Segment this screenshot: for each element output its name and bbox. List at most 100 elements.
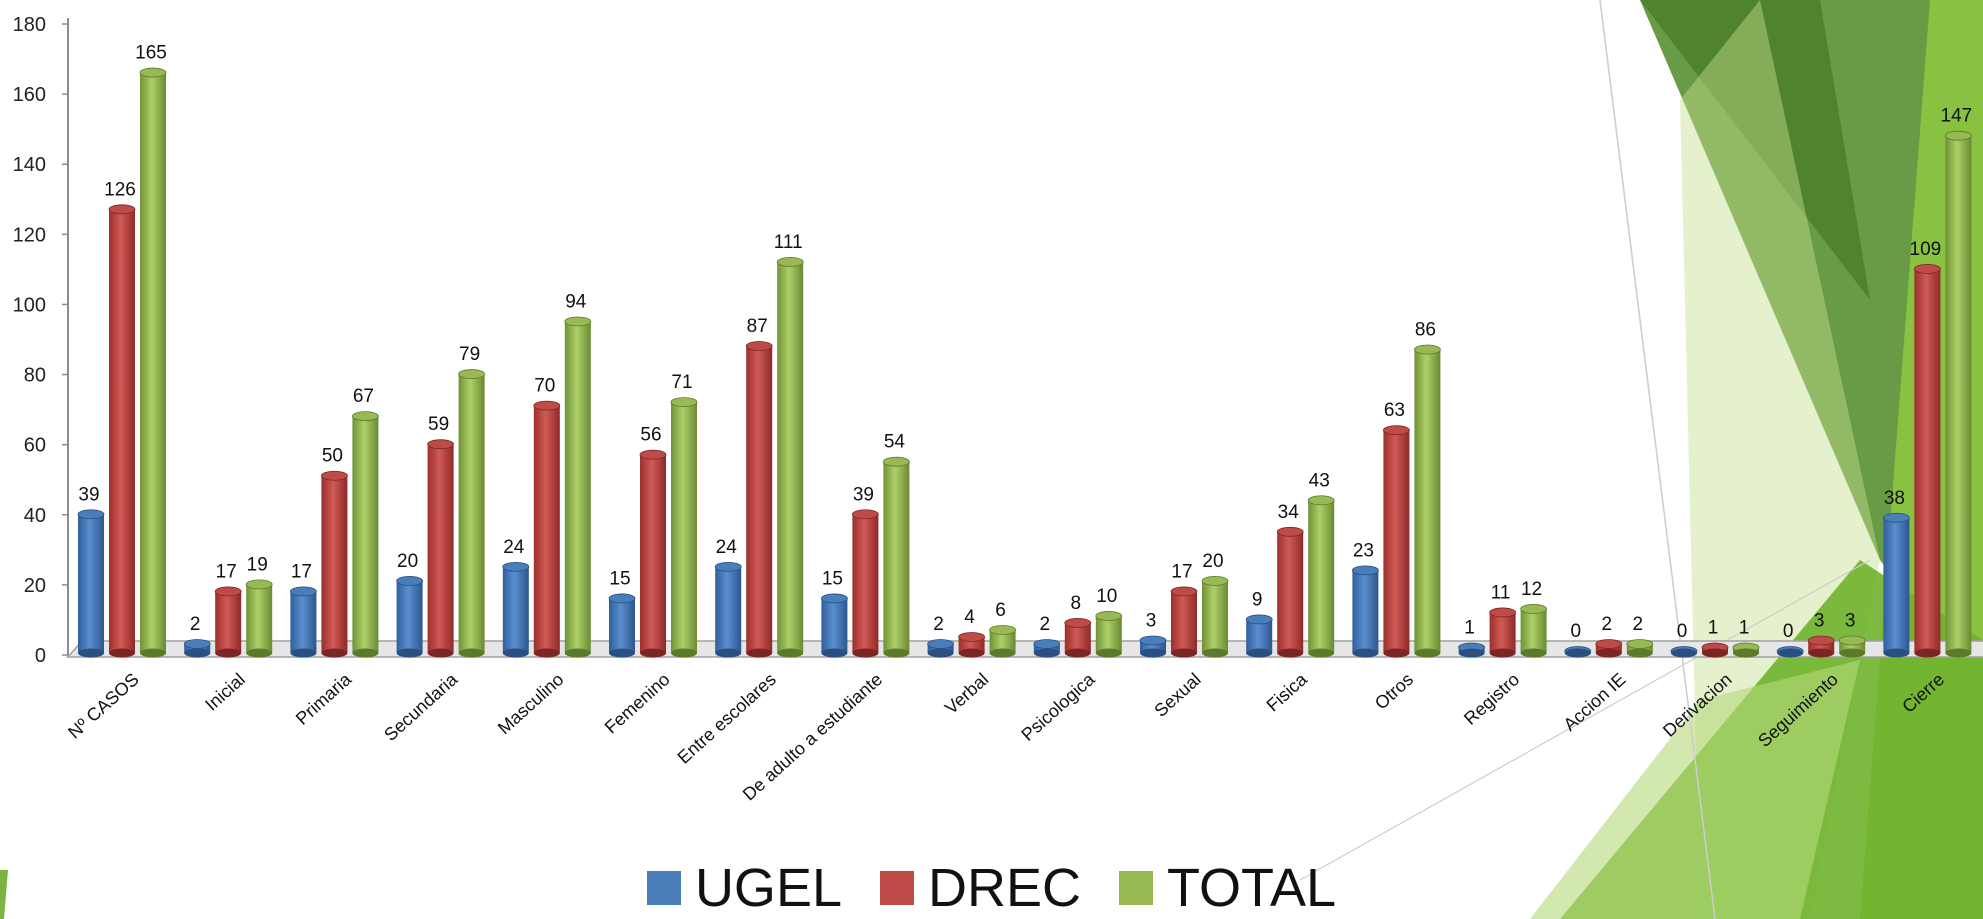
- bar-total: [776, 256, 804, 658]
- data-label-ugel: 20: [397, 551, 418, 572]
- bar-ugel: [1670, 646, 1698, 658]
- bar-drec: [1383, 425, 1410, 658]
- x-tick-label: Entre escolares: [674, 669, 780, 768]
- bar-ugel: [183, 639, 211, 658]
- data-label-drec: 59: [428, 414, 449, 435]
- bar-total: [1201, 575, 1229, 658]
- x-tick-label: Psicologica: [1017, 668, 1099, 744]
- decor-shape-dark2: [1640, 0, 1870, 300]
- data-label-ugel: 39: [78, 484, 99, 505]
- data-label-total: 12: [1521, 579, 1542, 600]
- bar-total: [139, 67, 167, 658]
- bar-total: [989, 625, 1016, 658]
- y-tick-label: 160: [13, 84, 46, 106]
- legend-item-drec: DREC: [880, 861, 1081, 915]
- decor-shape-pale3: [1530, 660, 1860, 919]
- data-label-drec: 109: [1910, 239, 1942, 260]
- bar-total: [1520, 604, 1547, 658]
- bar-drec: [852, 509, 879, 658]
- x-tick-label: Primaria: [292, 668, 356, 728]
- legend-swatch-ugel: [646, 871, 681, 905]
- y-tick-label: 40: [24, 505, 46, 527]
- legend-item-total: TOTAL: [1119, 861, 1336, 915]
- legend-label-ugel: UGEL: [694, 858, 842, 918]
- data-label-total: 86: [1415, 320, 1436, 341]
- bar-ugel: [608, 593, 636, 658]
- bar-drec: [1276, 526, 1304, 658]
- y-tick-label: 80: [24, 365, 46, 387]
- bar-ugel: [1245, 614, 1273, 658]
- data-label-ugel: 15: [822, 568, 843, 589]
- bar-total: [883, 456, 910, 658]
- bar-drec: [533, 400, 561, 658]
- data-label-drec: 70: [534, 376, 555, 397]
- data-label-total: 94: [565, 291, 587, 312]
- data-label-total: 147: [1941, 106, 1973, 127]
- legend: UGEL DREC TOTAL: [0, 858, 1983, 918]
- bar-total: [1626, 639, 1654, 658]
- bar-ugel: [1883, 512, 1910, 658]
- data-label-total: 79: [459, 344, 480, 365]
- data-label-ugel: 23: [1353, 540, 1374, 561]
- bar-drec: [427, 439, 455, 658]
- data-label-total: 165: [135, 43, 167, 64]
- bar-ugel: [714, 561, 742, 658]
- data-label-ugel: 24: [716, 537, 738, 558]
- data-label-total: 2: [1633, 614, 1644, 635]
- x-tick-label: Fisica: [1263, 668, 1312, 715]
- bar-ugel: [1033, 639, 1061, 658]
- bar-total: [670, 397, 698, 658]
- data-label-drec: 1: [1708, 617, 1719, 638]
- x-tick-label: Registro: [1460, 669, 1523, 729]
- data-label-ugel: 0: [1677, 621, 1688, 642]
- data-label-ugel: 9: [1252, 589, 1263, 610]
- bar-drec: [320, 470, 348, 658]
- decor-line: [1599, 0, 1716, 919]
- data-label-total: 54: [884, 432, 906, 453]
- bar-total: [1095, 611, 1123, 658]
- y-tick-label: 0: [35, 645, 46, 667]
- data-label-drec: 87: [747, 316, 768, 337]
- bar-total: [1732, 642, 1760, 658]
- data-label-ugel: 1: [1464, 617, 1475, 638]
- bar-total: [1838, 635, 1866, 658]
- y-tick-label: 120: [13, 224, 46, 246]
- bar-ugel: [1352, 565, 1379, 658]
- data-label-total: 20: [1202, 551, 1223, 572]
- bar-drec: [745, 341, 773, 658]
- bar-drec: [1489, 607, 1516, 658]
- bar-drec: [1701, 642, 1729, 658]
- bar-drec: [214, 586, 242, 658]
- data-label-total: 19: [247, 554, 268, 575]
- data-label-drec: 17: [1171, 561, 1192, 582]
- y-tick-label: 140: [13, 154, 46, 176]
- legend-swatch-drec: [880, 871, 914, 905]
- data-label-total: 67: [353, 386, 374, 407]
- bar-drec: [1807, 635, 1835, 658]
- data-label-drec: 8: [1071, 593, 1082, 614]
- bar-drec: [1170, 586, 1198, 658]
- bar-drec: [1595, 639, 1623, 658]
- x-tick-label: Accion IE: [1560, 669, 1630, 735]
- x-tick-label: Femenino: [601, 669, 674, 737]
- data-label-total: 3: [1845, 610, 1856, 631]
- data-label-drec: 50: [322, 446, 343, 467]
- bars: [77, 67, 1972, 658]
- data-label-ugel: 17: [291, 561, 312, 582]
- data-label-drec: 39: [853, 484, 874, 505]
- bar-total: [245, 579, 273, 658]
- data-label-ugel: 2: [933, 614, 944, 635]
- data-label-drec: 126: [104, 179, 136, 200]
- data-label-total: 10: [1096, 586, 1117, 607]
- data-label-total: 43: [1309, 470, 1330, 491]
- legend-swatch-total: [1119, 871, 1154, 905]
- bar-ugel: [927, 639, 954, 658]
- data-label-drec: 56: [640, 425, 661, 446]
- bar-ugel: [396, 575, 424, 658]
- x-tick-label: Secundaria: [380, 668, 462, 744]
- bar-ugel: [1139, 635, 1167, 658]
- data-label-drec: 17: [216, 561, 237, 582]
- data-label-ugel: 0: [1783, 621, 1794, 642]
- y-tick-label: 180: [13, 14, 46, 36]
